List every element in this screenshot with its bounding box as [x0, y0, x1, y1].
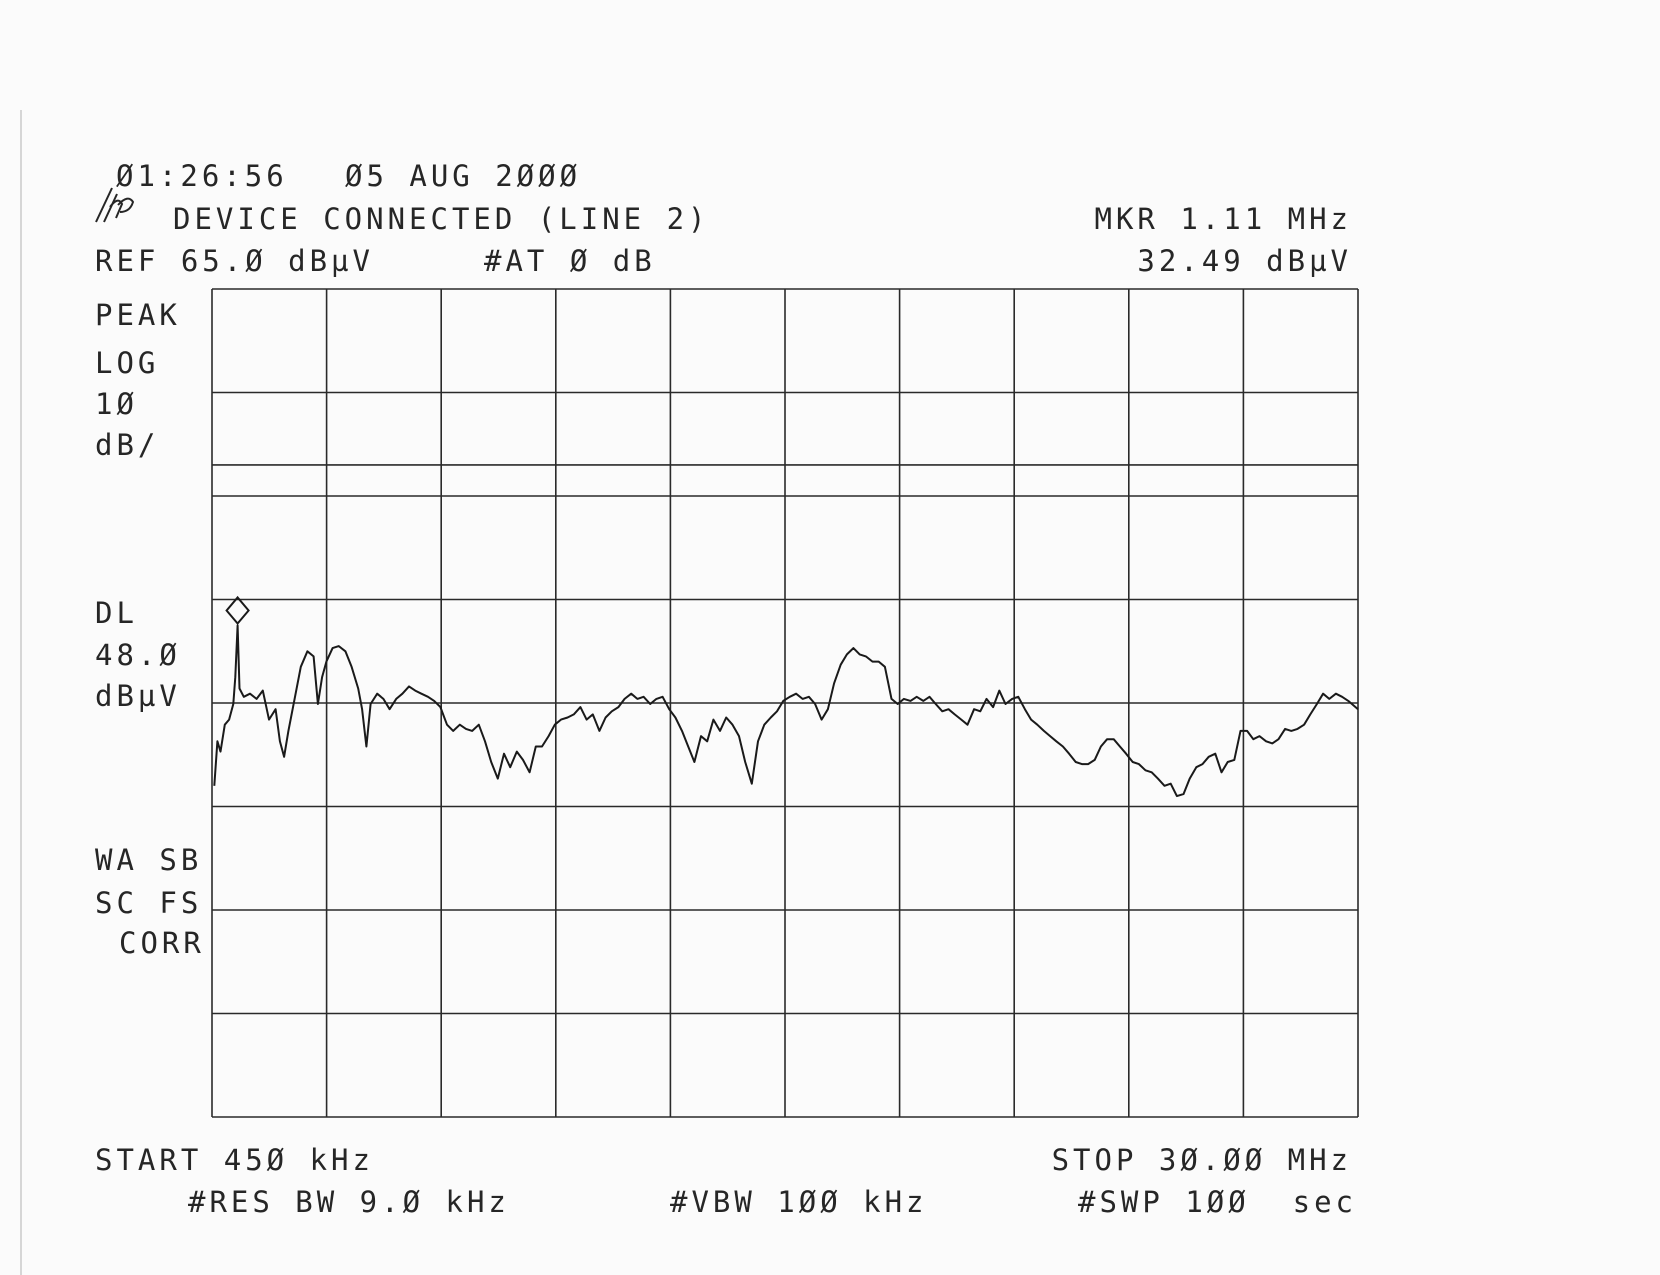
side-label: SC FS	[95, 886, 202, 920]
side-label: LOG	[95, 346, 159, 380]
hp-logo	[95, 187, 135, 223]
marker-level: 32.49 dBµV	[1137, 244, 1352, 278]
date: Ø5 AUG 2ØØØ	[345, 159, 581, 193]
side-label: dBµV	[95, 679, 181, 713]
trace	[213, 624, 1359, 798]
video-bandwidth: #VBW 1ØØ kHz	[670, 1185, 928, 1219]
time: Ø1:26:56	[116, 159, 288, 193]
resolution-bandwidth: #RES BW 9.Ø kHz	[188, 1185, 510, 1219]
stop-frequency: STOP 3Ø.ØØ MHz	[1052, 1143, 1352, 1177]
side-label: WA SB	[95, 843, 202, 877]
start-frequency: START 45Ø kHz	[95, 1143, 374, 1177]
side-label: PEAK	[95, 298, 181, 332]
marker	[225, 595, 250, 626]
side-label: 48.Ø	[95, 638, 181, 672]
attenuation: #AT Ø dB	[484, 244, 656, 278]
marker-frequency: MKR 1.11 MHz	[1094, 202, 1352, 236]
reference-level: REF 65.Ø dBµV	[95, 244, 374, 278]
sweep-time: #SWP 1ØØ sec	[1078, 1185, 1357, 1219]
chart-title: DEVICE CONNECTED (LINE 2)	[173, 202, 710, 236]
side-label: 1Ø	[95, 387, 138, 421]
side-label: dB/	[95, 428, 159, 462]
logo-strokes	[95, 187, 135, 223]
side-label: CORR	[119, 926, 205, 960]
side-label: DL	[95, 596, 138, 630]
